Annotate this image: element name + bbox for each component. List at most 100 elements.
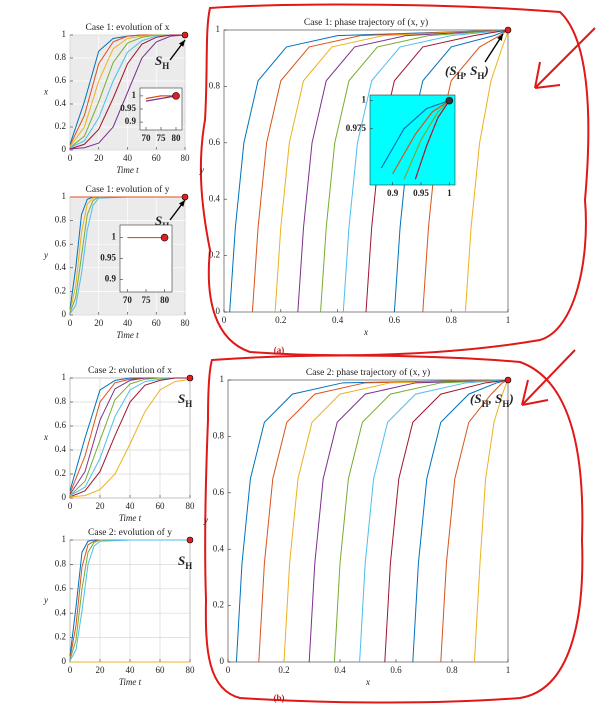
panel-label: (a)	[274, 345, 285, 355]
trajectory	[308, 379, 509, 663]
y-tick-label: 0.8	[55, 396, 67, 406]
end-marker	[504, 26, 512, 34]
x-tick-label: 0	[68, 153, 73, 163]
x-tick-label: 80	[186, 501, 196, 511]
y-tick-label: 0.2	[209, 250, 220, 260]
arrow-head	[178, 40, 185, 47]
annotation-text: )	[508, 391, 513, 406]
y-tick-label: 0	[216, 306, 221, 316]
y-tick-label: 0.4	[213, 543, 225, 553]
trajectory	[69, 378, 191, 498]
y-tick-label: 0.975	[346, 123, 367, 133]
y-tick-label: 0	[62, 492, 67, 502]
trajectory	[414, 100, 450, 180]
annotation-text: , S	[488, 391, 503, 406]
x-axis-label: x	[365, 677, 370, 687]
annotation: SH	[178, 553, 192, 571]
y-tick-label: 0	[62, 309, 67, 319]
y-tick-label: 1	[62, 372, 67, 382]
trajectory	[384, 379, 509, 663]
x-tick-label: 0.8	[446, 665, 458, 675]
annotation-text: )	[483, 63, 488, 78]
y-axis-label: x	[43, 432, 48, 442]
hand-drawn-outlines	[199, 3, 596, 704]
annotation-subscript: H	[162, 61, 169, 71]
x-tick-label: 1	[506, 315, 511, 325]
trajectory	[393, 29, 509, 313]
trajectory	[412, 379, 509, 663]
y-axis-label: y	[43, 250, 48, 260]
x-tick-label: 40	[123, 153, 133, 163]
x-tick-label: 40	[126, 665, 136, 675]
arrow-head	[497, 34, 503, 41]
annotation-subscript: H	[482, 399, 489, 409]
y-axis-label: y	[203, 515, 208, 525]
trajectory	[235, 379, 509, 663]
x-tick-label: 60	[152, 318, 162, 328]
inset: 0.9 0.95 1 0.975 1	[346, 95, 456, 198]
x-tick-label: 80	[160, 295, 170, 305]
trajectory	[145, 95, 176, 100]
y-tick-label: 1	[62, 29, 67, 39]
y-tick-label: 1	[362, 95, 367, 105]
trajectory	[297, 29, 509, 313]
annotation-text: S	[155, 213, 162, 228]
y-tick-label: 0.2	[55, 121, 66, 131]
x-tick-label: 70	[142, 133, 152, 143]
trajectory	[422, 29, 509, 313]
x-axis-label: Time t	[119, 677, 142, 687]
plot-background	[227, 379, 509, 663]
trajectory	[229, 29, 509, 313]
trajectory	[333, 379, 509, 663]
y-tick-label: 0.4	[55, 98, 67, 108]
x-tick-label: 0.2	[278, 665, 289, 675]
x-tick-label: 75	[142, 295, 152, 305]
trajectory	[283, 379, 509, 663]
x-tick-label: 20	[96, 501, 106, 511]
y-tick-label: 0.2	[55, 632, 66, 642]
y-tick-label: 0.9	[125, 116, 137, 126]
end-marker	[181, 193, 189, 201]
x-tick-label: 75	[157, 133, 167, 143]
end-marker	[186, 536, 194, 544]
y-tick-label: 0.6	[213, 487, 225, 497]
y-tick-label: 1	[62, 534, 67, 544]
subplot-title: Case 1: phase trajectory of (x, y)	[304, 17, 428, 28]
x-tick-label: 60	[156, 665, 166, 675]
y-tick-label: 0.4	[55, 262, 67, 272]
annotation: SH	[178, 391, 192, 409]
y-tick-label: 0.8	[209, 80, 221, 90]
y-tick-label: 0.8	[55, 215, 67, 225]
x-tick-label: 0.6	[390, 665, 402, 675]
subplot-title: Case 2: evolution of x	[88, 365, 172, 376]
x-tick-label: 80	[181, 153, 191, 163]
y-tick-label: 0	[62, 144, 67, 154]
x-tick-label: 0.6	[389, 315, 401, 325]
x-axis-label: Time t	[119, 513, 142, 523]
trajectory	[342, 29, 509, 313]
trajectory	[440, 379, 509, 663]
y-tick-label: 1	[62, 191, 67, 201]
plot-background	[223, 29, 509, 313]
annotation-text: (S	[445, 63, 457, 78]
annotation-text: S	[178, 391, 185, 406]
arrow-b	[521, 349, 576, 406]
y-tick-label: 1	[220, 374, 225, 384]
x-tick-label: 60	[152, 153, 162, 163]
y-tick-label: 0	[220, 656, 225, 666]
end-marker	[186, 374, 194, 382]
x-tick-label: 1	[447, 188, 452, 198]
trajectory	[145, 95, 177, 102]
y-tick-label: 0.95	[120, 103, 136, 113]
y-tick-label: 0.6	[55, 75, 67, 85]
trajectory	[274, 29, 509, 313]
y-axis-label: x	[43, 87, 48, 97]
y-tick-label: 0.6	[209, 137, 221, 147]
subplot-title: Case 2: evolution of y	[88, 527, 172, 538]
panel-label: (b)	[274, 693, 285, 703]
trajectory	[365, 29, 509, 313]
annotation: SH	[155, 53, 169, 71]
annotation-subscript: H	[457, 71, 464, 81]
y-tick-label: 0.4	[55, 607, 67, 617]
